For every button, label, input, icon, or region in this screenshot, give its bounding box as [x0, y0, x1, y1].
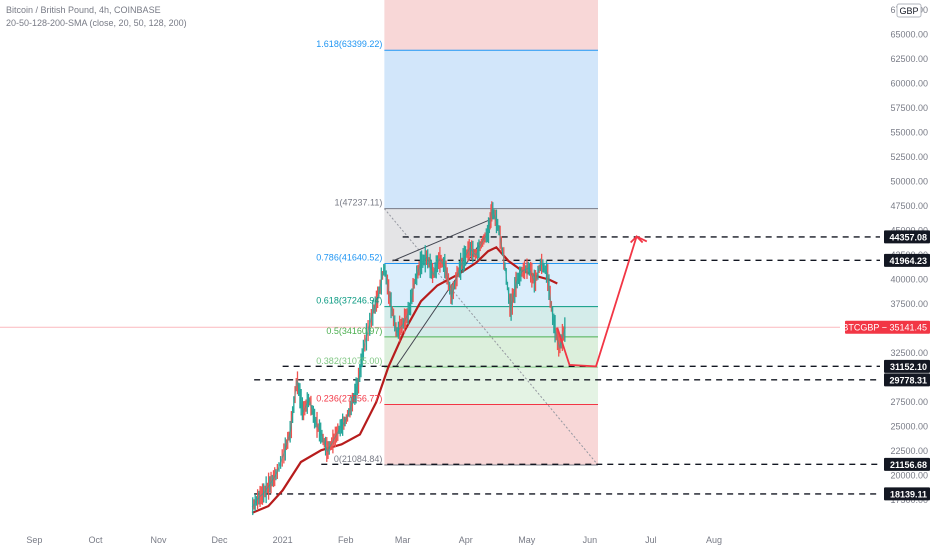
time-tick-3: Dec [212, 535, 229, 545]
fib-label-0: 1.618(63399.22) [316, 39, 382, 49]
projection-arrowhead [630, 235, 644, 244]
level-tag-3 [884, 373, 930, 387]
fib-label-3: 0.618(37246.94) [316, 296, 382, 306]
time-tick-10: Jul [645, 535, 657, 545]
level-tag-label-2: 31152.10 [890, 362, 927, 372]
level-tag-5 [884, 487, 930, 501]
price-tick-11: 40000.00 [890, 275, 928, 285]
current-price-tag-label: BTCGBP − 35141.45 [842, 323, 927, 333]
time-tick-0: Sep [26, 535, 42, 545]
price-tick-17: 20000.00 [890, 471, 928, 481]
fib-level-labels: 1.618(63399.22) 1(47237.11) 0.786(41640.52… [316, 39, 382, 464]
level-tag-2 [884, 359, 930, 373]
time-tick-9: Jun [583, 535, 598, 545]
current-price-tag [845, 320, 930, 334]
price-axis: 67500.0065000.0062500.0060000.0057500.00… [842, 0, 932, 550]
fib-zone-6 [384, 367, 598, 405]
time-tick-6: Mar [395, 535, 411, 545]
level-tag-label-4: 21156.68 [890, 460, 927, 470]
fib-label-7: 0(21084.84) [334, 454, 383, 464]
price-tick-1: 65000.00 [890, 30, 928, 40]
fib-level-lines [384, 49, 598, 466]
price-tick-15: 25000.00 [890, 422, 928, 432]
fib-zone-0 [384, 0, 598, 51]
price-tick-5: 55000.00 [890, 128, 928, 138]
price-tick-7: 50000.00 [890, 177, 928, 187]
level-tag-label-1: 41964.23 [889, 256, 927, 266]
trendline-0 [392, 218, 493, 262]
level-tag-label-0: 44357.08 [889, 232, 927, 242]
indicator-legend: 20-50-128-200-SMA (close, 20, 50, 128, 2… [6, 18, 187, 28]
fib-zones [384, 0, 598, 466]
level-tag-1 [884, 253, 930, 267]
price-series [251, 201, 566, 516]
level-tag-label-3: 29778.31 [889, 375, 927, 385]
fib-label-5: 0.382(31075.00) [316, 356, 382, 366]
sma-series [251, 245, 558, 514]
projection-path [556, 235, 648, 368]
projection-line [556, 235, 648, 368]
time-tick-5: Feb [338, 535, 354, 545]
symbol-title: Bitcoin / British Pound, 4h, COINBASE [6, 5, 161, 15]
fib-label-6: 0.236(27256.77) [316, 394, 382, 404]
price-tick-13: 32500.00 [890, 348, 928, 358]
price-tick-3: 60000.00 [890, 79, 928, 89]
fib-zone-7 [384, 404, 598, 466]
price-tick-6: 52500.00 [890, 152, 928, 162]
price-tick-8: 47500.00 [890, 201, 928, 211]
time-tick-11: Aug [706, 535, 722, 545]
price-tick-2: 62500.00 [890, 54, 928, 64]
chart-header: Bitcoin / British Pound, 4h, COINBASE 20… [6, 4, 187, 30]
time-tick-7: Apr [459, 535, 473, 545]
price-tick-14: 27500.00 [890, 397, 928, 407]
fib-label-4: 0.5(34160.97) [326, 326, 382, 336]
currency-badge-label: GBP [899, 6, 918, 16]
fib-label-1: 1(47237.11) [334, 198, 382, 208]
time-tick-8: May [518, 535, 536, 545]
level-tag-label-5: 18139.11 [890, 489, 927, 499]
time-tick-2: Nov [151, 535, 168, 545]
level-tag-0 [884, 230, 930, 244]
price-line [251, 208, 566, 508]
time-axis: Sep Oct Nov Dec 2021 Feb Mar Apr May Jun Jul Aug [26, 535, 722, 545]
currency-badge [896, 3, 922, 18]
time-tick-1: Oct [88, 535, 103, 545]
time-tick-4: 2021 [273, 535, 293, 545]
level-tag-4 [884, 457, 930, 471]
fib-zone-1 [384, 50, 598, 209]
fib-label-2: 0.786(41640.52) [316, 253, 382, 263]
price-tick-16: 22500.00 [890, 446, 928, 456]
price-tick-4: 57500.00 [890, 103, 928, 113]
sma-line [251, 245, 558, 514]
price-tick-12: 37500.00 [890, 299, 928, 309]
